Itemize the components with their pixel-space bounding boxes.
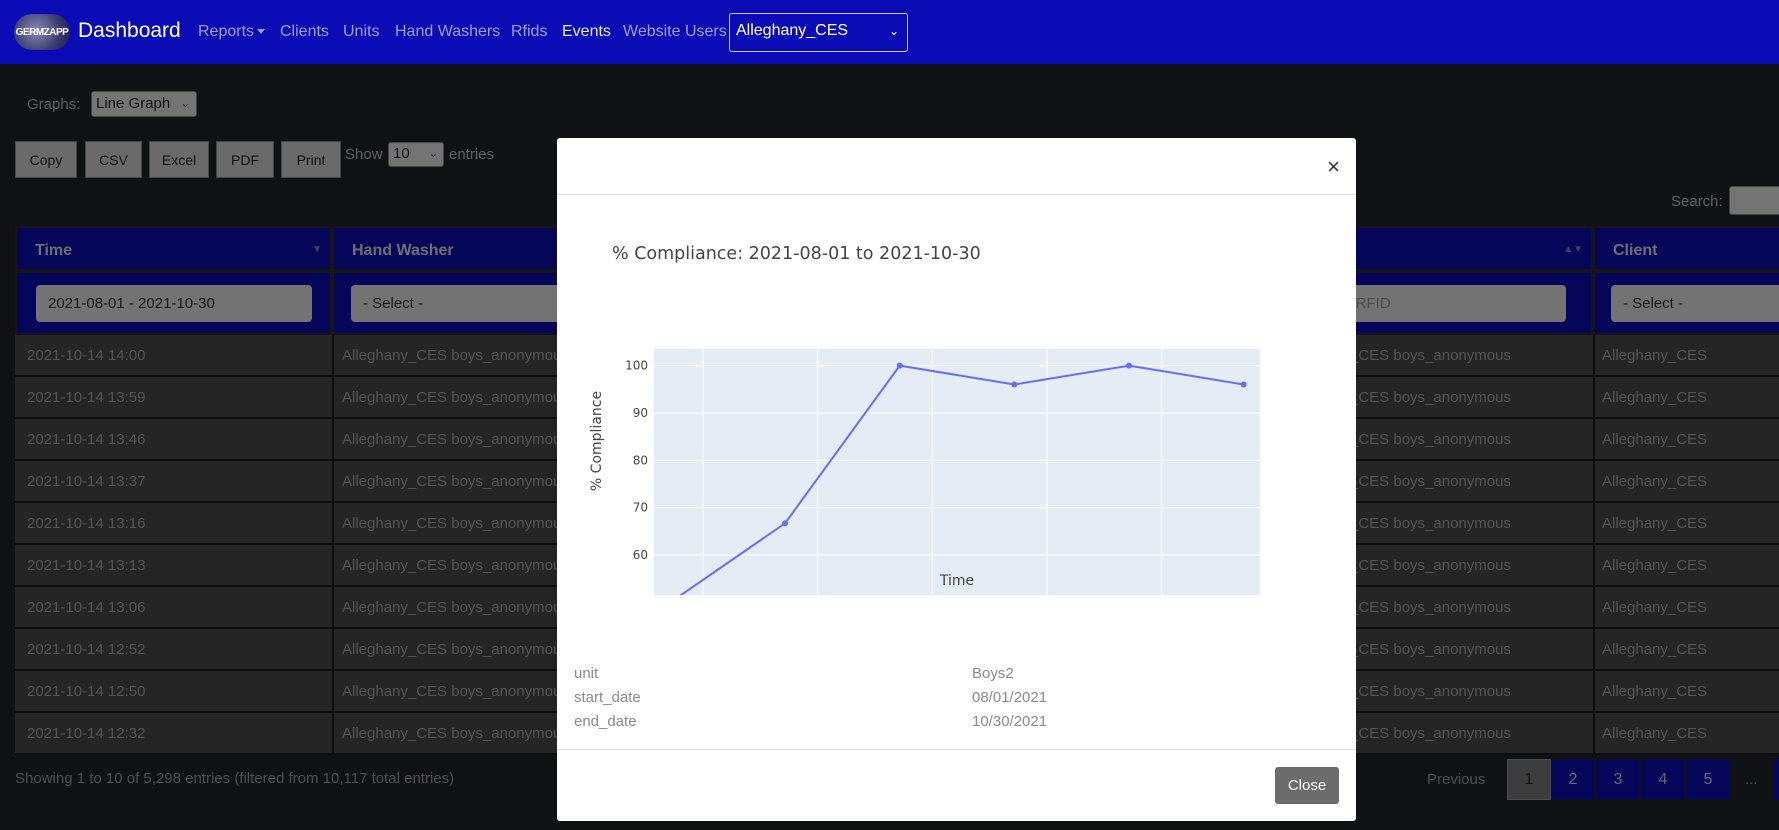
detail-key-start-date: start_date xyxy=(574,689,641,706)
nav-events-link[interactable]: Events xyxy=(562,23,611,40)
nav-reports-dropdown[interactable]: Reports xyxy=(198,23,266,41)
modal-footer-divider xyxy=(557,749,1356,750)
client-select-value: Alleghany_CES xyxy=(736,22,849,39)
nav-reports-label: Reports xyxy=(198,23,255,40)
compliance-series-line xyxy=(669,364,1244,604)
close-icon[interactable]: × xyxy=(1327,154,1340,179)
y-tick-label: 80 xyxy=(633,453,648,467)
chart-title: % Compliance: 2021-08-01 to 2021-10-30 xyxy=(612,244,981,264)
data-point[interactable] xyxy=(1011,381,1018,388)
chevron-down-icon: ⌄ xyxy=(888,24,899,38)
y-tick-label: 70 xyxy=(633,501,648,515)
data-point[interactable] xyxy=(896,362,903,369)
nav-hand-washers-link[interactable]: Hand Washers xyxy=(395,23,501,40)
detail-value-unit: Boys2 xyxy=(972,665,1014,682)
data-point[interactable] xyxy=(1240,381,1247,388)
y-tick-labels: 5060708090100 xyxy=(625,359,648,610)
compliance-chart-modal: × 5060708090100 Sep 122021Sep 19Sep 26Oc… xyxy=(557,138,1356,821)
data-point[interactable] xyxy=(1125,362,1132,369)
nav-units-link[interactable]: Units xyxy=(343,23,380,40)
germzapp-logo[interactable]: GERMZAPP xyxy=(14,14,70,50)
plot-background xyxy=(654,349,1260,619)
client-select[interactable]: Alleghany_CES ⌄ xyxy=(729,13,908,52)
y-tick-label: 60 xyxy=(633,548,648,562)
detail-value-end-date: 10/30/2021 xyxy=(972,713,1048,730)
detail-key-end-date: end_date xyxy=(574,713,637,730)
nav-rfids-link[interactable]: Rfids xyxy=(511,23,548,40)
y-tick-label: 90 xyxy=(633,406,648,420)
close-button[interactable]: Close xyxy=(1275,767,1339,804)
data-point[interactable] xyxy=(782,520,789,527)
detail-key-unit: unit xyxy=(574,665,599,682)
x-axis-label: Time xyxy=(939,573,974,589)
compliance-line-chart: 5060708090100 Sep 122021Sep 19Sep 26Oct … xyxy=(557,195,1356,652)
nav-website-users-link[interactable]: Website Users xyxy=(623,23,727,40)
chevron-down-icon xyxy=(257,29,266,35)
chart-svg: 5060708090100 Sep 122021Sep 19Sep 26Oct … xyxy=(589,244,1296,652)
modal-header-divider xyxy=(557,194,1356,195)
x-gridlines xyxy=(702,349,1277,619)
y-tick-label: 100 xyxy=(625,359,648,373)
detail-value-start-date: 08/01/2021 xyxy=(972,689,1048,706)
nav-clients-link[interactable]: Clients xyxy=(280,23,329,40)
top-navbar: GERMZAPP Dashboard Reports Clients Units… xyxy=(0,0,1779,64)
brand-dashboard-link[interactable]: Dashboard xyxy=(78,19,181,42)
y-axis-label: % Compliance xyxy=(589,391,605,491)
